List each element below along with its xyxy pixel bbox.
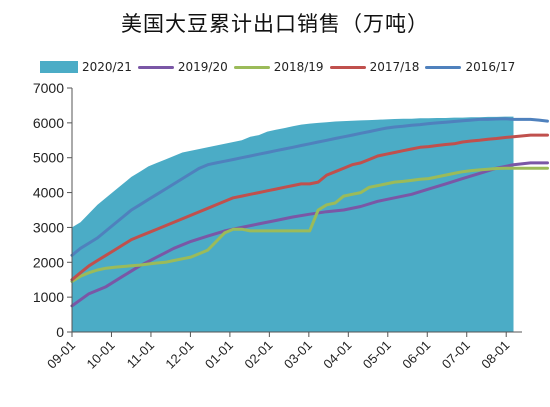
legend-item-2018-19: 2018/19 <box>233 60 324 74</box>
legend-item-2020-21: 2020/21 <box>40 60 132 74</box>
legend-swatch <box>40 61 78 73</box>
series-line-2016-17 <box>70 117 549 257</box>
chart-title: 美国大豆累计出口销售（万吨） <box>121 12 429 36</box>
legend-swatch <box>329 65 366 69</box>
legend-label: 2020/21 <box>82 60 132 74</box>
legend-item-2017-18: 2017/18 <box>329 60 420 74</box>
chart-legend: 2020/21 2019/20 2018/19 2017/18 2016/17 <box>40 58 521 76</box>
legend-label: 2019/20 <box>177 60 228 74</box>
x-tick-label: 11-01 <box>124 338 157 371</box>
y-tick-label: 6000 <box>33 115 64 131</box>
x-tick-label: 04-01 <box>320 338 354 372</box>
legend-item-2019-20: 2019/20 <box>137 60 228 74</box>
x-tick-label: 01-01 <box>202 338 236 372</box>
legend-swatch <box>137 65 174 69</box>
y-tick-label: 5000 <box>33 150 64 166</box>
series-line-2019-20 <box>70 161 549 308</box>
legend-label: 2018/19 <box>273 60 324 74</box>
legend-swatch <box>425 65 462 69</box>
x-tick-label: 10-01 <box>83 338 117 372</box>
y-tick-label: 3000 <box>33 219 64 235</box>
legend-label: 2016/17 <box>465 60 516 74</box>
x-tick-label: 09-01 <box>44 338 78 372</box>
y-tick-label: 1000 <box>33 289 64 305</box>
y-tick-label: 7000 <box>33 80 64 96</box>
x-tick-label: 05-01 <box>360 338 394 372</box>
y-tick-label: 0 <box>56 324 64 340</box>
x-tick-label: 03-01 <box>281 338 315 372</box>
series-line-2017-18 <box>70 133 549 282</box>
x-tick-label: 08-01 <box>478 338 512 372</box>
legend-label: 2017/18 <box>369 60 420 74</box>
series-line-2018-19 <box>70 166 549 283</box>
y-tick-label: 4000 <box>33 185 64 201</box>
legend-item-2016-17: 2016/17 <box>425 60 515 74</box>
x-tick-label: 07-01 <box>439 338 473 372</box>
x-tick-label: 02-01 <box>241 338 275 372</box>
y-tick-label: 2000 <box>33 254 64 270</box>
legend-swatch <box>233 65 270 69</box>
x-tick-label: 06-01 <box>399 338 433 372</box>
x-tick-label: 12-01 <box>162 338 196 372</box>
series-area-2020-21 <box>72 116 514 332</box>
